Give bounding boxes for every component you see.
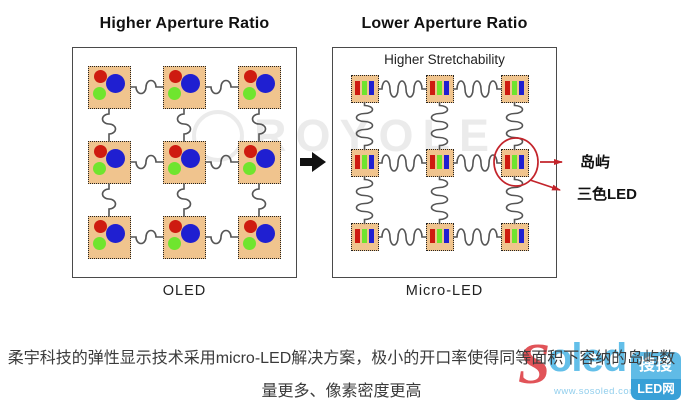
right-panel-title: Lower Aperture Ratio — [361, 15, 528, 32]
sosoled-logo: S oled www.sosoled.com 搜搜 LED网 — [518, 331, 683, 410]
pixel-island — [88, 66, 131, 109]
logo-url: www.sosoled.com — [554, 386, 638, 397]
rgb-led-annotation-label: 三色LED — [577, 186, 638, 203]
microled-caption: Micro-LED — [405, 283, 484, 299]
callout-annotation — [493, 137, 563, 191]
red-led-bar — [355, 81, 360, 95]
serpentine-interconnect — [130, 229, 164, 245]
oled-caption: OLED — [162, 283, 207, 299]
stretchability-label: Higher Stretchability — [384, 52, 505, 67]
serpentine-interconnect — [205, 229, 239, 245]
pixel-island — [426, 75, 454, 103]
pixel-island — [351, 223, 379, 251]
pixel-island — [163, 216, 206, 259]
blue-led-bar — [369, 81, 374, 95]
pixel-island — [163, 141, 206, 184]
serpentine-interconnect — [101, 183, 117, 217]
serpentine-interconnect — [378, 228, 427, 246]
pixel-island — [501, 223, 529, 251]
serpentine-interconnect — [176, 183, 192, 217]
pixel-island — [88, 141, 131, 184]
serpentine-interconnect — [355, 175, 374, 225]
pixel-island — [238, 216, 281, 259]
sosoled-badge: 搜搜 LED网 — [631, 352, 681, 400]
pixel-island — [501, 75, 529, 103]
serpentine-interconnect — [251, 183, 267, 217]
red-subpixel — [94, 70, 107, 83]
badge-text-top: 搜搜 — [631, 352, 681, 379]
callout-arrow-icon — [529, 179, 561, 191]
serpentine-interconnect — [453, 80, 502, 98]
logo-wordmark: oled — [548, 336, 627, 380]
serpentine-interconnect — [130, 154, 164, 170]
pixel-island — [351, 75, 379, 103]
pixel-island — [88, 216, 131, 259]
blue-subpixel — [106, 74, 125, 93]
logo-s-glyph: S — [518, 331, 551, 396]
serpentine-interconnect — [251, 108, 267, 142]
pixel-island — [426, 149, 454, 177]
serpentine-interconnect — [453, 228, 502, 246]
serpentine-interconnect — [430, 101, 449, 151]
pixel-island — [163, 66, 206, 109]
pixel-island — [351, 149, 379, 177]
arrow-right-icon — [300, 152, 326, 172]
serpentine-interconnect — [176, 108, 192, 142]
badge-text-bottom: LED网 — [631, 379, 681, 400]
pixel-island — [238, 66, 281, 109]
serpentine-interconnect — [130, 79, 164, 95]
pixel-island — [426, 223, 454, 251]
serpentine-interconnect — [205, 79, 239, 95]
serpentine-interconnect — [355, 101, 374, 151]
oled-panel — [72, 47, 297, 278]
serpentine-interconnect — [205, 154, 239, 170]
serpentine-interconnect — [101, 108, 117, 142]
island-annotation-label: 岛屿 — [580, 154, 611, 171]
description-line-1: 柔宇科技的弹性显示技术采用micro-LED解决方案，极小的开口率使得同等面积下… — [7, 350, 676, 367]
description-line-2: 量更多、像素密度更高 — [261, 383, 422, 400]
highlight-circle-icon — [493, 137, 539, 187]
serpentine-interconnect — [430, 175, 449, 225]
green-subpixel — [93, 87, 106, 100]
serpentine-interconnect — [378, 80, 427, 98]
pixel-island — [238, 141, 281, 184]
green-led-bar — [362, 81, 367, 95]
serpentine-interconnect — [378, 154, 427, 172]
left-panel-title: Higher Aperture Ratio — [99, 15, 270, 32]
microled-panel: Higher Stretchability — [332, 47, 557, 278]
